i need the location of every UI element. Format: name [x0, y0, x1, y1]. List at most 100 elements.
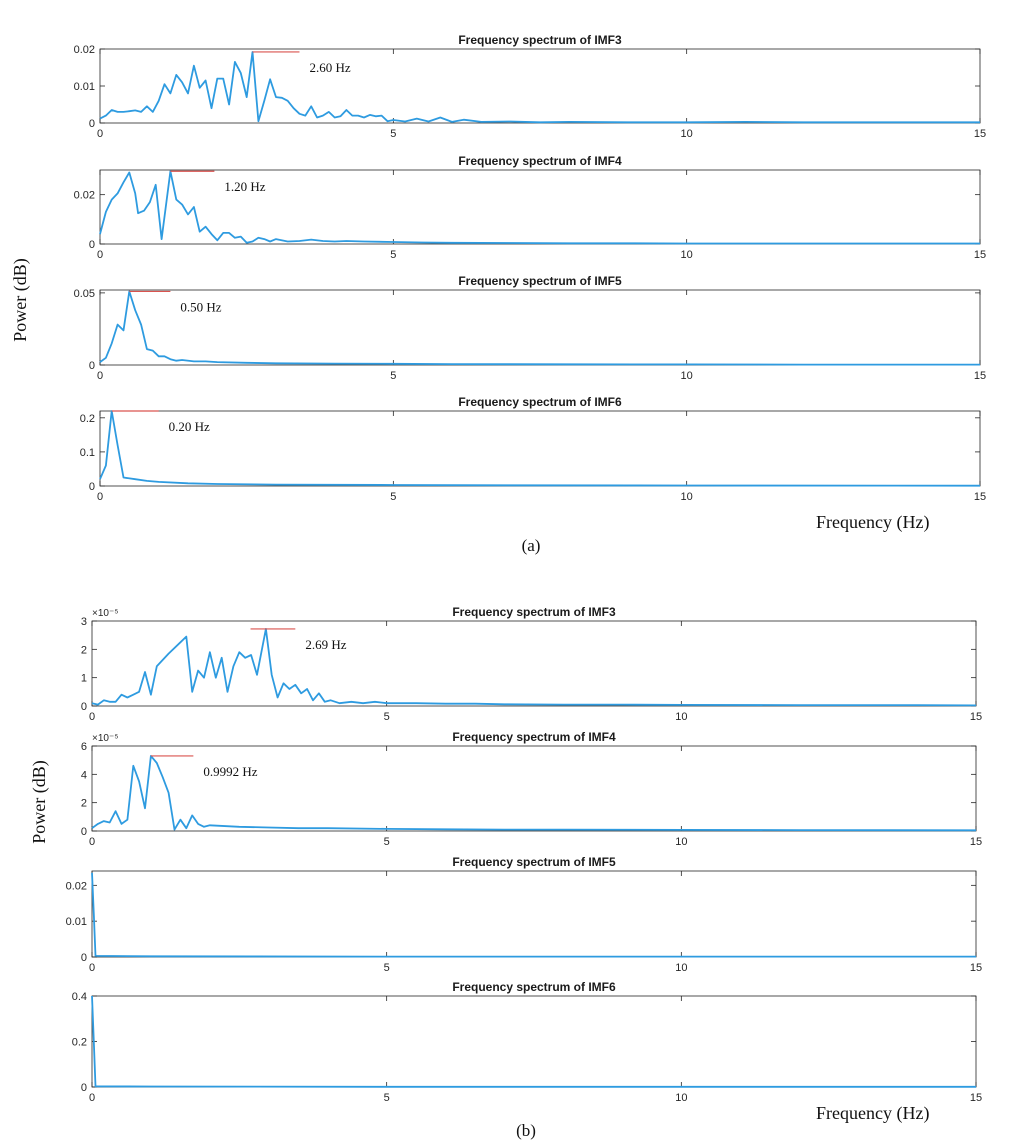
- y-tick-label: 0.01: [74, 81, 95, 93]
- chart-panel-b-5: Frequency spectrum of IMF5 0 5 10 15 0 0.01 0.0…: [66, 855, 983, 974]
- x-tick-label: 15: [970, 962, 982, 974]
- peak-annotation-label: 0.50 Hz: [180, 299, 221, 314]
- y-tick-label: 0.1: [80, 447, 95, 459]
- x-tick-label: 0: [89, 962, 95, 974]
- x-tick-label: 0: [97, 249, 103, 261]
- x-tick-label: 10: [681, 491, 693, 503]
- chart-title: Frequency spectrum of IMF6: [458, 395, 622, 409]
- x-tick-label: 10: [675, 1092, 687, 1104]
- x-tick-label: 5: [390, 128, 396, 140]
- y-tick-label: 1: [81, 673, 87, 685]
- y-tick-label: 0.02: [74, 44, 95, 56]
- spectrum-line: [91, 628, 977, 707]
- plot-area: [91, 995, 977, 1088]
- y-tick-label: 0: [89, 118, 95, 130]
- x-tick-label: 15: [974, 491, 986, 503]
- x-axis-label-b: Frequency (Hz): [816, 1103, 929, 1124]
- chart-panel-b-4: Frequency spectrum of IMF4 0 5 10 15 0 2 4 6 ×10⁻…: [81, 730, 982, 848]
- y-tick-label: 0: [89, 481, 95, 493]
- chart-title: Frequency spectrum of IMF6: [452, 980, 616, 994]
- x-tick-label: 0: [89, 1092, 95, 1104]
- x-tick-label: 5: [384, 962, 390, 974]
- peak-annotation-label: 0.9992 Hz: [203, 764, 257, 779]
- x-tick-label: 0: [97, 370, 103, 382]
- chart-title: Frequency spectrum of IMF3: [458, 33, 622, 47]
- x-tick-label: 10: [675, 836, 687, 848]
- y-tick-label: 6: [81, 741, 87, 753]
- y-tick-label: 0.2: [72, 1037, 87, 1049]
- plot-area: [91, 745, 977, 832]
- y-tick-label: 4: [81, 769, 87, 781]
- chart-title: Frequency spectrum of IMF5: [452, 855, 616, 869]
- x-tick-label: 5: [384, 836, 390, 848]
- spectrum-line: [99, 410, 981, 487]
- x-tick-label: 10: [681, 128, 693, 140]
- y-tick-label: 0: [89, 360, 95, 372]
- plot-area: [99, 289, 981, 366]
- spectrum-line: [91, 872, 976, 958]
- x-tick-label: 10: [681, 370, 693, 382]
- plot-area: [99, 48, 981, 124]
- caption-b: (b): [516, 1121, 536, 1140]
- x-tick-label: 15: [970, 711, 982, 723]
- y-tick-label: 0: [81, 701, 87, 713]
- y-tick-label: 0: [81, 826, 87, 838]
- y-tick-label: 0.02: [74, 190, 95, 202]
- peak-annotation-label: 2.60 Hz: [309, 60, 350, 75]
- x-tick-label: 0: [89, 711, 95, 723]
- plot-area: [91, 620, 977, 707]
- peak-annotation-label: 1.20 Hz: [224, 179, 265, 194]
- x-tick-label: 10: [675, 711, 687, 723]
- x-tick-label: 0: [97, 128, 103, 140]
- chart-panel-a-3: Frequency spectrum of IMF3 0 5 10 15 0 0.01 0.0…: [74, 33, 987, 140]
- x-tick-label: 5: [390, 370, 396, 382]
- y-exponent-label: ×10⁻⁵: [92, 733, 118, 744]
- plot-area: [99, 410, 981, 487]
- y-tick-label: 0.02: [66, 880, 87, 892]
- y-tick-label: 0: [81, 952, 87, 964]
- x-axis-label-a: Frequency (Hz): [816, 512, 929, 533]
- chart-title: Frequency spectrum of IMF4: [458, 154, 622, 168]
- x-tick-label: 5: [390, 249, 396, 261]
- y-tick-label: 0.4: [72, 991, 87, 1003]
- y-tick-label: 0: [89, 239, 95, 251]
- plot-area: [91, 870, 977, 958]
- spectrum-line: [91, 755, 977, 832]
- x-tick-label: 15: [974, 249, 986, 261]
- y-tick-label: 3: [81, 616, 87, 628]
- chart-title: Frequency spectrum of IMF4: [452, 730, 616, 744]
- y-tick-label: 2: [81, 644, 87, 656]
- y-axis-label-b: Power (dB): [29, 760, 50, 844]
- x-tick-label: 10: [681, 249, 693, 261]
- y-axis-label-a: Power (dB): [10, 258, 31, 342]
- x-tick-label: 15: [970, 836, 982, 848]
- y-tick-label: 0: [81, 1082, 87, 1094]
- peak-annotation-label: 2.69 Hz: [305, 637, 346, 652]
- y-tick-label: 0.01: [66, 916, 87, 928]
- chart-panel-a-5: Frequency spectrum of IMF5 0 5 10 15 0 0.05 0.5…: [74, 274, 987, 382]
- spectrum-line: [99, 170, 980, 245]
- chart-panel-b-6: Frequency spectrum of IMF6 0 5 10 15 0 0.2 0.4: [72, 980, 982, 1104]
- spectrum-line: [91, 995, 976, 1088]
- y-exponent-label: ×10⁻⁵: [92, 608, 118, 619]
- x-tick-label: 15: [970, 1092, 982, 1104]
- x-tick-label: 15: [974, 370, 986, 382]
- chart-title: Frequency spectrum of IMF5: [458, 274, 622, 288]
- x-tick-label: 10: [675, 962, 687, 974]
- y-tick-label: 0.2: [80, 413, 95, 425]
- y-tick-label: 0.05: [74, 288, 95, 300]
- chart-panel-b-3: Frequency spectrum of IMF3 0 5 10 15 0 1 2 3 ×10⁻…: [81, 605, 982, 723]
- chart-title: Frequency spectrum of IMF3: [452, 605, 616, 619]
- x-tick-label: 5: [384, 1092, 390, 1104]
- x-tick-label: 5: [384, 711, 390, 723]
- spectrum-line: [99, 51, 980, 124]
- chart-panel-a-4: Frequency spectrum of IMF4 0 5 10 15 0 0.02 1.2…: [74, 154, 987, 261]
- x-tick-label: 15: [974, 128, 986, 140]
- y-tick-label: 2: [81, 798, 87, 810]
- x-tick-label: 0: [89, 836, 95, 848]
- caption-a: (a): [522, 536, 541, 555]
- x-tick-label: 0: [97, 491, 103, 503]
- peak-annotation-label: 0.20 Hz: [169, 419, 210, 434]
